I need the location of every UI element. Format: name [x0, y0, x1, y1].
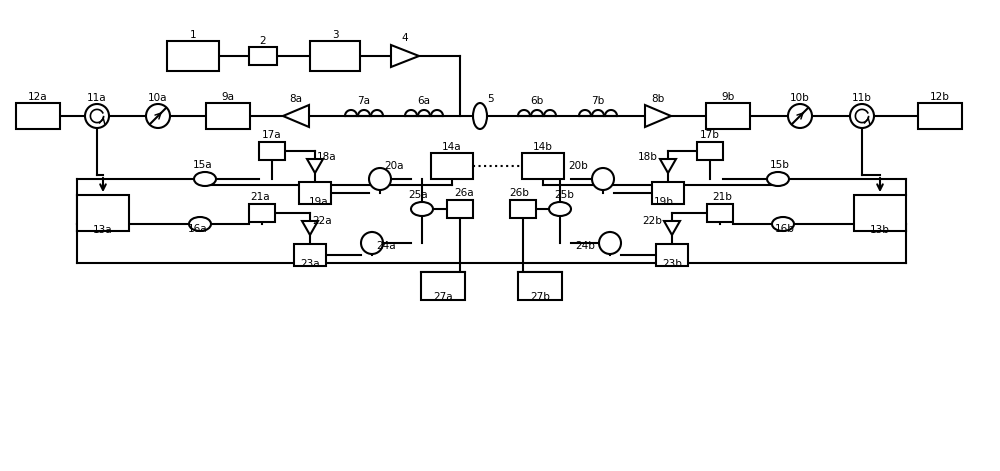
- Circle shape: [146, 104, 170, 128]
- Circle shape: [850, 104, 874, 128]
- Text: 18b: 18b: [638, 152, 658, 162]
- Text: 19b: 19b: [654, 197, 674, 207]
- Text: 1: 1: [190, 30, 196, 40]
- Text: 21b: 21b: [712, 192, 732, 202]
- Polygon shape: [391, 45, 419, 67]
- Bar: [447, 200, 473, 218]
- Circle shape: [85, 104, 109, 128]
- Bar: [652, 182, 684, 204]
- Text: 7a: 7a: [358, 96, 370, 106]
- Bar: [518, 272, 562, 300]
- Text: 21a: 21a: [250, 192, 270, 202]
- Bar: [510, 200, 536, 218]
- Text: 9a: 9a: [222, 92, 234, 102]
- Text: 9b: 9b: [721, 92, 735, 102]
- Text: 23a: 23a: [300, 259, 320, 269]
- Bar: [167, 41, 219, 71]
- Text: 23b: 23b: [662, 259, 682, 269]
- Text: 18a: 18a: [317, 152, 337, 162]
- Text: 25b: 25b: [554, 190, 574, 200]
- Ellipse shape: [189, 217, 211, 231]
- Bar: [299, 182, 331, 204]
- Text: 17b: 17b: [700, 130, 720, 140]
- Text: 11a: 11a: [87, 93, 107, 103]
- Bar: [706, 103, 750, 129]
- Text: 20a: 20a: [384, 161, 404, 171]
- Circle shape: [788, 104, 812, 128]
- Text: 24b: 24b: [575, 241, 595, 251]
- Bar: [697, 142, 723, 160]
- Bar: [16, 103, 60, 129]
- Text: 6b: 6b: [530, 96, 544, 106]
- Text: 25a: 25a: [408, 190, 428, 200]
- Text: 15b: 15b: [770, 160, 790, 170]
- Text: 10a: 10a: [148, 93, 168, 103]
- Text: 16b: 16b: [775, 224, 795, 234]
- Ellipse shape: [772, 217, 794, 231]
- Polygon shape: [302, 221, 318, 235]
- Bar: [707, 204, 733, 222]
- Text: 11b: 11b: [852, 93, 872, 103]
- Polygon shape: [283, 105, 309, 127]
- Text: 20b: 20b: [568, 161, 588, 171]
- Polygon shape: [645, 105, 671, 127]
- Text: 17a: 17a: [262, 130, 282, 140]
- Text: 7b: 7b: [591, 96, 605, 106]
- Bar: [77, 195, 129, 231]
- Polygon shape: [307, 159, 323, 173]
- Bar: [294, 244, 326, 266]
- Text: 22b: 22b: [642, 216, 662, 226]
- Text: 8b: 8b: [651, 94, 665, 104]
- Ellipse shape: [549, 202, 571, 216]
- Circle shape: [592, 168, 614, 190]
- Text: 14b: 14b: [533, 142, 553, 152]
- Text: 13b: 13b: [870, 225, 890, 235]
- Bar: [310, 41, 360, 71]
- Text: 14a: 14a: [442, 142, 462, 152]
- Polygon shape: [660, 159, 676, 173]
- Text: 22a: 22a: [312, 216, 332, 226]
- Text: 27a: 27a: [433, 292, 453, 302]
- Text: 19a: 19a: [309, 197, 329, 207]
- Circle shape: [369, 168, 391, 190]
- Bar: [249, 47, 277, 65]
- Bar: [206, 103, 250, 129]
- Ellipse shape: [473, 103, 487, 129]
- Text: 27b: 27b: [530, 292, 550, 302]
- Text: 12b: 12b: [930, 92, 950, 102]
- Bar: [854, 195, 906, 231]
- Text: 24a: 24a: [376, 241, 396, 251]
- Bar: [249, 204, 275, 222]
- Circle shape: [599, 232, 621, 254]
- Text: 15a: 15a: [193, 160, 213, 170]
- Circle shape: [361, 232, 383, 254]
- Bar: [421, 272, 465, 300]
- Bar: [656, 244, 688, 266]
- Bar: [259, 142, 285, 160]
- Text: 12a: 12a: [28, 92, 48, 102]
- Text: 4: 4: [402, 33, 408, 43]
- Text: 8a: 8a: [290, 94, 302, 104]
- Text: 26b: 26b: [509, 188, 529, 198]
- Text: 13a: 13a: [93, 225, 113, 235]
- Text: 3: 3: [332, 30, 338, 40]
- Polygon shape: [664, 221, 680, 235]
- Ellipse shape: [411, 202, 433, 216]
- Ellipse shape: [194, 172, 216, 186]
- Bar: [918, 103, 962, 129]
- Text: 5: 5: [487, 94, 493, 104]
- Text: 2: 2: [260, 36, 266, 46]
- Ellipse shape: [767, 172, 789, 186]
- Bar: [522, 153, 564, 179]
- Text: 10b: 10b: [790, 93, 810, 103]
- Bar: [431, 153, 473, 179]
- Text: 6a: 6a: [418, 96, 430, 106]
- Text: 16a: 16a: [188, 224, 208, 234]
- Text: 26a: 26a: [454, 188, 474, 198]
